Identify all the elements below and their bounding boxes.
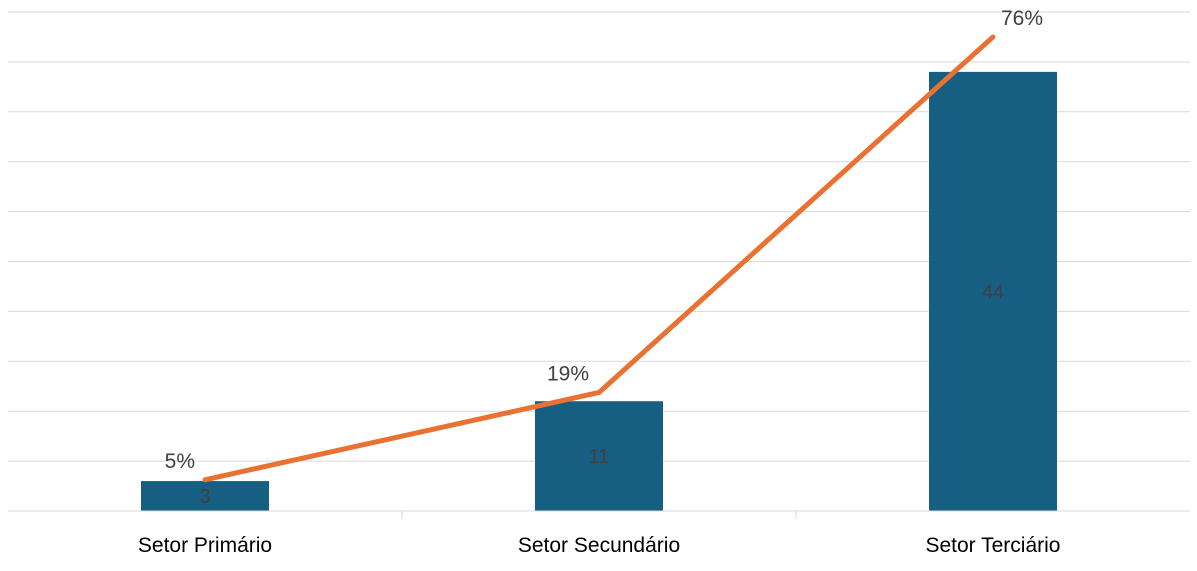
bar-value-label: 44	[982, 281, 1004, 303]
percentage-label: 19%	[547, 362, 589, 385]
bar	[929, 71, 1057, 511]
gridlines	[8, 11, 1190, 462]
percentage-label: 76%	[1001, 7, 1043, 30]
bar	[535, 401, 663, 511]
category-label: Setor Primário	[138, 534, 272, 557]
category-label: Setor Secundário	[518, 534, 680, 557]
bars	[141, 71, 1057, 511]
bar-value-label: 3	[199, 486, 210, 508]
x-axis: Setor Primário Setor Secundário Setor Terc…	[8, 510, 1190, 557]
bar	[141, 481, 269, 511]
percentage-line	[202, 34, 996, 483]
percentage-label: 5%	[165, 450, 195, 473]
data-labels: 3 11 44 5% 19% 76%	[165, 7, 1043, 508]
bar-value-label: 11	[589, 446, 610, 468]
percentage-line-path	[202, 34, 996, 483]
category-label: Setor Terciário	[925, 534, 1060, 557]
